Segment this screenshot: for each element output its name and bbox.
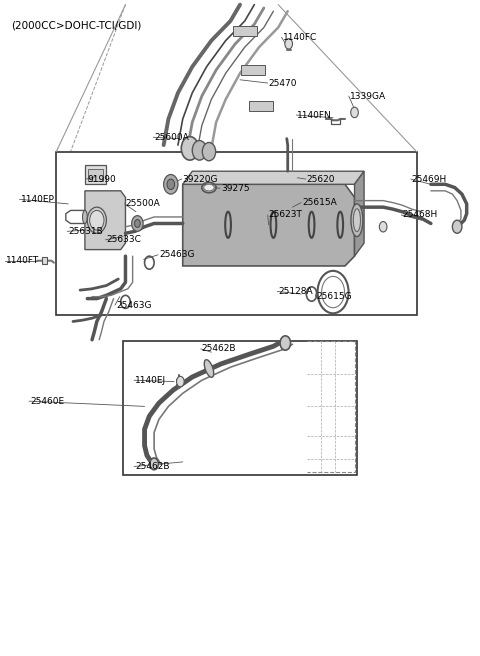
Ellipse shape bbox=[351, 204, 363, 237]
Bar bbox=[123, 341, 357, 475]
Text: 25463G: 25463G bbox=[116, 300, 151, 310]
Text: 1339GA: 1339GA bbox=[350, 92, 386, 100]
Bar bbox=[249, 100, 273, 111]
Text: 1140EJ: 1140EJ bbox=[135, 376, 166, 385]
Circle shape bbox=[192, 140, 206, 160]
Text: 25128A: 25128A bbox=[278, 287, 313, 296]
Text: 1140FN: 1140FN bbox=[297, 112, 332, 120]
Text: 25463G: 25463G bbox=[159, 251, 194, 259]
Text: 25460E: 25460E bbox=[30, 397, 64, 405]
Circle shape bbox=[351, 107, 359, 117]
Ellipse shape bbox=[452, 220, 462, 234]
Ellipse shape bbox=[280, 336, 290, 350]
Text: 25600A: 25600A bbox=[154, 133, 189, 142]
Text: 25620: 25620 bbox=[307, 175, 336, 184]
Circle shape bbox=[181, 136, 199, 160]
Circle shape bbox=[167, 179, 175, 190]
Ellipse shape bbox=[204, 359, 214, 377]
Text: 39275: 39275 bbox=[221, 184, 250, 193]
Polygon shape bbox=[183, 171, 364, 184]
Bar bbox=[42, 257, 47, 264]
Text: 25623T: 25623T bbox=[269, 211, 302, 220]
Polygon shape bbox=[355, 171, 364, 256]
Polygon shape bbox=[85, 191, 125, 250]
Ellipse shape bbox=[150, 458, 158, 470]
Text: 25500A: 25500A bbox=[125, 199, 160, 209]
Text: 25462B: 25462B bbox=[135, 462, 169, 471]
Ellipse shape bbox=[90, 211, 104, 230]
Circle shape bbox=[132, 216, 143, 232]
Circle shape bbox=[177, 377, 184, 387]
Ellipse shape bbox=[83, 211, 87, 224]
Circle shape bbox=[134, 220, 140, 228]
Text: 25469H: 25469H bbox=[412, 175, 447, 184]
Text: 25470: 25470 bbox=[269, 79, 297, 87]
Bar bbox=[85, 165, 107, 184]
Circle shape bbox=[285, 39, 292, 49]
Text: 1140EP: 1140EP bbox=[21, 195, 54, 204]
Text: 25615G: 25615G bbox=[316, 292, 352, 301]
Text: 91990: 91990 bbox=[87, 175, 116, 184]
Text: 25462B: 25462B bbox=[202, 344, 236, 354]
Text: 1140FC: 1140FC bbox=[283, 33, 317, 42]
Polygon shape bbox=[183, 184, 355, 266]
Circle shape bbox=[202, 142, 216, 161]
Ellipse shape bbox=[204, 184, 214, 191]
Circle shape bbox=[164, 174, 178, 194]
Text: 25633C: 25633C bbox=[107, 236, 141, 244]
Bar bbox=[88, 169, 103, 181]
Text: 1140FT: 1140FT bbox=[6, 256, 39, 265]
Circle shape bbox=[379, 222, 387, 232]
Text: 25615A: 25615A bbox=[302, 198, 337, 207]
Bar bbox=[241, 65, 265, 75]
Text: 39220G: 39220G bbox=[183, 175, 218, 184]
Text: (2000CC>DOHC-TCI/GDI): (2000CC>DOHC-TCI/GDI) bbox=[11, 21, 141, 31]
Text: 25468H: 25468H bbox=[402, 211, 437, 220]
Ellipse shape bbox=[353, 209, 360, 232]
Bar bbox=[233, 26, 257, 36]
Text: 25631B: 25631B bbox=[68, 227, 103, 236]
